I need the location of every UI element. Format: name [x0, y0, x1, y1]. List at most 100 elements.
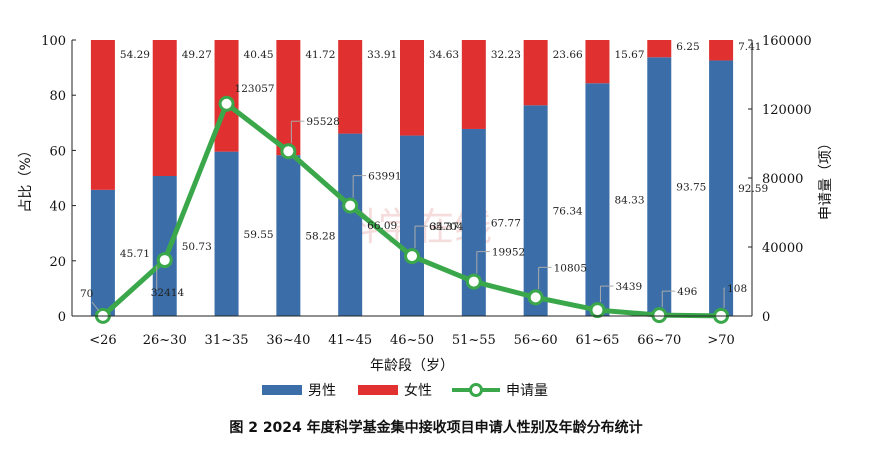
- legend-label-male: 男性: [308, 383, 336, 399]
- x-tick-label-8: 61~65: [575, 333, 619, 348]
- x-tick-label-1: 26~30: [143, 333, 187, 348]
- x-tick-label-0: <26: [89, 333, 116, 348]
- bar-male-10: [709, 60, 734, 316]
- y-tick-label-left-0: 0: [58, 310, 66, 325]
- bar-female-6: [461, 40, 486, 129]
- y-tick-label-left-1: 20: [49, 255, 66, 270]
- y-tick-label-right-3: 120000: [762, 103, 812, 118]
- x-axis-title: 年龄段（岁）: [370, 358, 454, 374]
- y-tick-label-right-0: 0: [762, 310, 770, 325]
- label-applications-9: 496: [677, 286, 697, 298]
- x-tick-label-7: 56~60: [514, 333, 558, 348]
- bar-male-0: [90, 189, 115, 316]
- line-point-9: [651, 307, 668, 324]
- data-label-group: 54.29 45.71 49.27 50.73 40.45 59.55 41.72 58.28…: [80, 41, 768, 312]
- y-tick-label-left-2: 40: [49, 200, 66, 215]
- line-point-2: [218, 95, 235, 112]
- bar-male-2: [214, 151, 239, 316]
- x-tick-label-2: 31~35: [205, 333, 249, 348]
- label-applications-10: 108: [727, 283, 747, 295]
- x-tick-label-9: 66~70: [637, 333, 681, 348]
- label-applications-3: 95528: [306, 116, 339, 128]
- bar-female-9: [647, 40, 672, 58]
- y-tick-label-left-4: 80: [49, 89, 66, 104]
- line-point-7: [527, 289, 544, 306]
- label-applications-0: 70: [80, 288, 93, 300]
- label-applications-4: 63991: [368, 171, 401, 183]
- label-male-7: 76.34: [553, 206, 583, 218]
- x-tick-label-5: 46~50: [390, 333, 434, 348]
- bar-female-10: [709, 40, 734, 61]
- line-point-5: [404, 248, 420, 265]
- y-tick-label-right-4: 160000: [762, 34, 812, 49]
- label-applications-7: 10805: [554, 262, 587, 274]
- label-male-0: 45.71: [120, 248, 150, 260]
- label-female-8: 15.67: [614, 49, 644, 61]
- legend-swatch-female: [358, 385, 398, 395]
- bar-male-7: [523, 105, 548, 316]
- label-male-5: 65.37: [429, 221, 459, 233]
- label-male-6: 67.77: [491, 217, 521, 229]
- label-applications-5: 34704: [430, 221, 464, 233]
- label-applications-1: 32414: [151, 287, 185, 299]
- line-point-3: [280, 143, 297, 160]
- bar-female-7: [523, 40, 548, 106]
- x-tick-label-4: 41~45: [328, 333, 372, 348]
- label-applications-6: 19952: [492, 247, 525, 259]
- label-male-1: 50.73: [182, 241, 212, 253]
- leader-line-0-0: [91, 301, 100, 312]
- x-tick-label-3: 36~40: [266, 333, 310, 348]
- y-tick-label-right-2: 80000: [762, 172, 803, 187]
- y-tick-label-left-3: 60: [49, 144, 66, 159]
- bar-female-0: [90, 40, 115, 190]
- y-axis-right-title: 申请量（项）: [818, 136, 834, 220]
- axes-group: 0 20 40 60 80 100 0 40000 80000 120000 160000 <26 26…: [18, 34, 834, 374]
- line-point-4: [342, 197, 359, 214]
- legend-label-line: 申请量: [506, 383, 548, 399]
- legend-label-female: 女性: [404, 382, 432, 399]
- y-axis-left-title: 占比（%）: [18, 143, 34, 212]
- bar-female-4: [338, 40, 363, 134]
- bar-male-4: [338, 133, 363, 316]
- bar-male-3: [276, 155, 301, 316]
- label-male-4: 66.09: [367, 220, 397, 232]
- legend-marker-line: [469, 383, 483, 397]
- label-female-4: 33.91: [367, 49, 397, 61]
- bar-female-8: [585, 40, 610, 84]
- label-female-6: 32.23: [491, 49, 521, 61]
- line-point-6: [465, 273, 482, 290]
- y-tick-label-left-5: 100: [41, 34, 66, 49]
- label-female-5: 34.63: [429, 49, 459, 61]
- legend: 男性 女性 申请量: [262, 382, 548, 399]
- label-male-8: 84.33: [614, 195, 644, 207]
- label-female-2: 40.45: [244, 49, 274, 61]
- label-male-10: 92.59: [738, 183, 768, 195]
- label-male-2: 59.55: [244, 229, 274, 241]
- label-applications-2: 123057: [235, 83, 275, 95]
- label-female-3: 41.72: [305, 49, 335, 61]
- label-applications-8: 3439: [615, 281, 642, 293]
- label-female-7: 23.66: [553, 49, 583, 61]
- label-male-9: 93.75: [676, 182, 706, 194]
- bar-female-3: [276, 40, 301, 156]
- bar-group: [90, 40, 734, 316]
- bar-female-5: [400, 40, 424, 136]
- bar-male-8: [585, 83, 610, 316]
- y-tick-label-right-1: 40000: [762, 241, 803, 256]
- bar-female-1: [152, 40, 177, 176]
- label-female-1: 49.27: [182, 49, 212, 61]
- line-point-1: [156, 252, 173, 269]
- figure-caption: 图 2 2024 年度科学基金集中接收项目申请人性别及年龄分布统计: [229, 419, 642, 436]
- line-group: [94, 95, 730, 324]
- x-tick-label-6: 51~55: [452, 333, 496, 348]
- legend-swatch-male: [262, 385, 302, 395]
- label-female-10: 7.41: [738, 41, 761, 53]
- label-male-3: 58.28: [305, 231, 335, 243]
- label-female-9: 6.25: [676, 41, 699, 53]
- label-female-0: 54.29: [120, 49, 150, 61]
- x-tick-label-10: >70: [707, 333, 734, 348]
- line-point-8: [589, 302, 606, 319]
- bar-male-9: [647, 57, 672, 316]
